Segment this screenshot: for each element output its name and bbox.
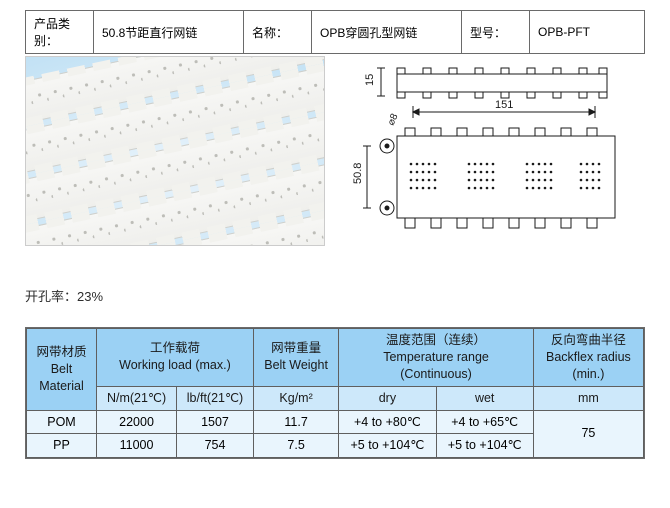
backflex-value: 75 [533,410,643,458]
spec-table-wrap: 网带材质 Belt Material 工作载荷 Working load (ma… [25,327,645,459]
model-value: OPB-PFT [530,11,645,54]
sub-lbft: lb/ft(21℃) [177,386,254,410]
technical-drawing: 15 151 ⌀8 [337,56,637,246]
image-row: 15 151 ⌀8 [25,56,645,246]
sub-dry: dry [339,386,436,410]
sub-nm: N/m(21℃) [97,386,177,410]
open-rate-text: 开孔率：23% [25,286,645,305]
name-label: 名称： [244,11,312,54]
dim-151: 151 [495,99,513,111]
category-label: 产品类别： [26,11,94,54]
category-value: 50.8节距直行网链 [94,11,244,54]
sub-wet: wet [436,386,533,410]
table-row: POM 22000 1507 11.7 +4 to +80℃ +4 to +65… [27,410,644,434]
name-value: OPB穿圆孔型网链 [312,11,462,54]
dim-pitch: 50.8 [352,163,364,184]
col-belt-weight: 网带重量 Belt Weight [253,329,338,387]
col-belt-material: 网带材质 Belt Material [27,329,97,411]
dim-diameter: ⌀8 [386,112,401,128]
sub-kgm2: Kg/m² [253,386,338,410]
product-header-table: 产品类别： 50.8节距直行网链 名称： OPB穿圆孔型网链 型号： OPB-P… [25,10,645,54]
sub-mm: mm [533,386,643,410]
spec-table: 网带材质 Belt Material 工作载荷 Working load (ma… [26,328,644,458]
col-temp-range: 温度范围（连续） Temperature range (Continuous) [339,329,534,387]
dim-15: 15 [364,74,376,86]
col-working-load: 工作载荷 Working load (max.) [97,329,254,387]
product-photo [25,56,325,246]
col-backflex: 反向弯曲半径 Backflex radius (min.) [533,329,643,387]
model-label: 型号： [462,11,530,54]
